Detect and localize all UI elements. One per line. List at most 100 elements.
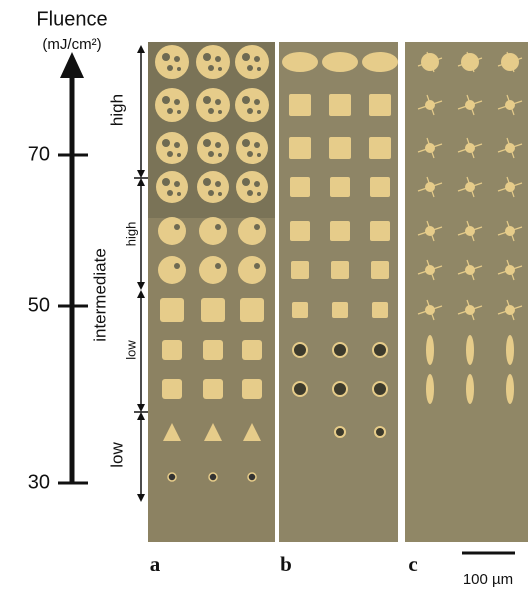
spot <box>293 382 307 396</box>
spot <box>372 302 388 318</box>
spot <box>254 263 260 269</box>
spot <box>331 261 349 279</box>
spot <box>370 177 390 197</box>
spot <box>177 110 181 114</box>
spot <box>209 473 217 481</box>
spot <box>257 153 261 157</box>
tick-label: 70 <box>28 143 50 165</box>
spot <box>248 473 256 481</box>
spot <box>199 217 227 245</box>
spot <box>203 340 223 360</box>
spot <box>177 192 181 196</box>
spot <box>332 302 348 318</box>
spot <box>238 256 266 284</box>
range-label: intermediate <box>90 248 109 342</box>
spot <box>162 340 182 360</box>
scale-bar-label: 100 µm <box>463 571 513 588</box>
spot <box>257 110 261 114</box>
spot <box>162 379 182 399</box>
spot <box>242 96 250 104</box>
panel-label: a <box>150 552 161 576</box>
spot <box>247 65 253 71</box>
spot <box>330 221 350 241</box>
spot <box>242 379 262 399</box>
spot <box>197 171 229 203</box>
panel-label: c <box>408 552 417 576</box>
spot <box>330 177 350 197</box>
spot <box>203 96 211 104</box>
spot <box>174 99 180 105</box>
spot <box>155 88 189 122</box>
spot <box>215 99 221 105</box>
spot <box>291 261 309 279</box>
axis-arrow <box>60 52 84 78</box>
spot <box>218 110 222 114</box>
spot <box>254 181 260 187</box>
spot <box>174 263 180 269</box>
spot <box>160 298 184 322</box>
spot <box>203 53 211 61</box>
spot <box>208 108 214 114</box>
spot <box>242 340 262 360</box>
spot <box>174 181 180 187</box>
spot <box>240 298 264 322</box>
range-arrows <box>134 49 148 498</box>
spot <box>254 99 260 105</box>
spot <box>242 53 250 61</box>
spot <box>156 132 188 164</box>
spot <box>371 261 389 279</box>
spot <box>254 142 260 148</box>
spot <box>218 192 222 196</box>
spot <box>162 139 170 147</box>
spot <box>373 382 387 396</box>
spot <box>506 335 514 365</box>
spot <box>203 139 211 147</box>
panel-image <box>405 42 528 542</box>
spot <box>196 88 230 122</box>
spot <box>203 379 223 399</box>
spot <box>196 45 230 79</box>
spot <box>506 374 514 404</box>
spot <box>158 256 186 284</box>
spot <box>289 137 311 159</box>
spot <box>329 94 351 116</box>
spot <box>289 94 311 116</box>
tick-label: 50 <box>28 294 50 316</box>
spot <box>199 256 227 284</box>
spot <box>257 67 261 71</box>
spot <box>257 192 261 196</box>
spot <box>238 217 266 245</box>
spot <box>218 153 222 157</box>
panel-label: b <box>280 552 292 576</box>
spot <box>254 224 260 230</box>
spot <box>293 343 307 357</box>
spot <box>215 56 221 62</box>
spot <box>322 52 358 72</box>
spot <box>235 45 269 79</box>
spot <box>218 67 222 71</box>
spot <box>215 263 221 269</box>
spot <box>242 139 250 147</box>
spot <box>215 142 221 148</box>
spot <box>174 224 180 230</box>
spot <box>247 108 253 114</box>
spot <box>236 171 268 203</box>
axis-unit: (mJ/cm²) <box>42 36 101 53</box>
spot <box>426 374 434 404</box>
spot <box>215 224 221 230</box>
spot <box>373 343 387 357</box>
spot <box>208 65 214 71</box>
spot <box>167 65 173 71</box>
spot <box>426 335 434 365</box>
spot <box>155 45 189 79</box>
spot <box>174 142 180 148</box>
spot <box>177 67 181 71</box>
axis-title: Fluence <box>36 8 107 30</box>
spot <box>333 343 347 357</box>
spot <box>162 178 170 186</box>
spot <box>167 151 173 157</box>
spot <box>247 190 253 196</box>
spot <box>167 108 173 114</box>
panel-image <box>279 42 398 542</box>
range-label: high <box>107 94 126 126</box>
